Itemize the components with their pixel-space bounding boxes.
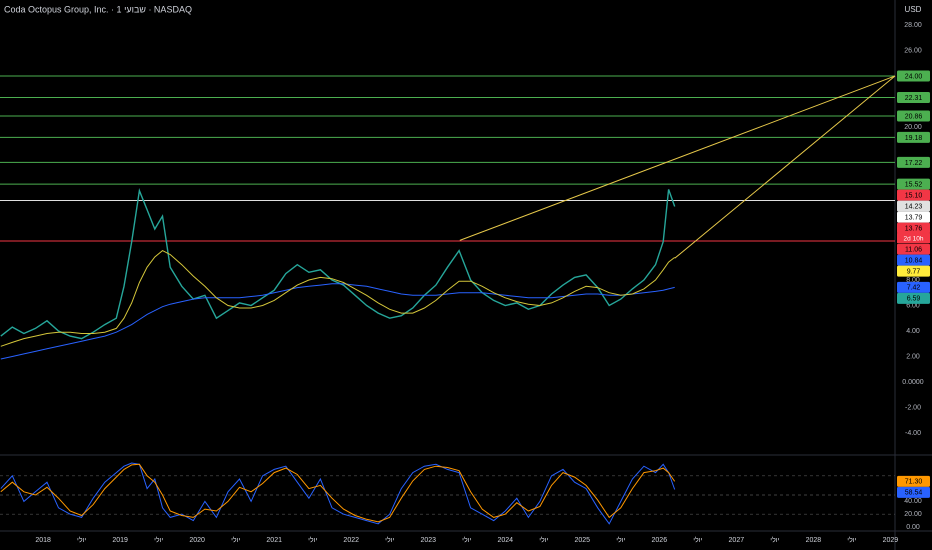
price-badge [897,189,930,201]
x-tick-label: יולי [385,536,394,544]
x-tick-label: יולי [693,536,702,544]
x-tick-label: 2028 [806,537,822,544]
price-badge-label: 10.84 [905,257,923,264]
series-line [0,250,676,347]
x-tick-label: 2021 [266,537,282,544]
price-badge-label: 13.79 [905,214,923,221]
y-tick-label: 4.00 [906,328,920,335]
trendline [674,75,896,259]
x-tick-label: 2023 [420,537,436,544]
price-badge-label: 13.76 [905,225,923,232]
x-tick-label: 2024 [497,537,513,544]
x-tick-label: 2025 [575,537,591,544]
x-tick-label: 2020 [189,537,205,544]
currency-label[interactable]: USD [905,5,922,14]
price-badge-label: 22.31 [905,95,923,102]
x-tick-label: יולי [539,536,548,544]
price-badge-label: 58.54 [905,490,923,497]
x-tick-label: 2029 [883,537,899,544]
x-tick-label: יולי [77,536,86,544]
price-badge-label: 15.10 [905,192,923,199]
price-badge [897,254,930,266]
x-tick-label: יולי [462,536,471,544]
y-tick-label: 6.00 [906,302,920,309]
price-badge [897,110,930,122]
y-tick-label: 2.00 [906,353,920,360]
price-badge [897,292,930,304]
price-badge [897,156,930,168]
x-tick-label: 2026 [652,537,668,544]
y-tick-label: 20.00 [904,124,922,131]
y-tick-label: 28.00 [904,22,922,29]
price-badge-label: 24.00 [905,73,923,80]
y-tick-label: -4.00 [905,430,921,437]
x-tick-label: יולי [231,536,240,544]
y-tick-label: 20.00 [904,511,922,518]
x-tick-label: יולי [847,536,856,544]
price-badge-label: 19.18 [905,135,923,142]
x-tick-label: 2019 [112,537,128,544]
price-badge [897,211,930,223]
price-badge [897,200,930,212]
y-tick-label: 0.0000 [902,379,924,386]
price-badge [897,70,930,82]
countdown-badge [897,233,930,244]
price-badge [897,243,930,255]
series-line [0,462,676,525]
trendline [459,75,896,241]
y-tick-label: 26.00 [904,47,922,54]
series-line [0,463,676,523]
x-tick-label: 2022 [343,537,359,544]
x-tick-label: יולי [154,536,163,544]
price-badge-label: 15.52 [905,181,923,188]
price-badge [897,92,930,104]
x-tick-label: יולי [616,536,625,544]
x-tick-label: יולי [308,536,317,544]
price-badge [897,178,930,190]
series-line [0,283,675,360]
y-tick-label: -2.00 [905,404,921,411]
y-tick-label: 40.00 [904,498,922,505]
price-badge [897,131,930,143]
price-badge [897,222,930,234]
price-badge-label: 9.77 [907,268,921,275]
x-tick-label: 2018 [35,537,51,544]
price-badge-label: 17.22 [905,160,923,167]
price-badge [897,486,930,498]
y-tick-label: 8.00 [906,277,920,284]
series-line [0,188,676,340]
price-badge [897,281,930,293]
price-badge-label: 20.86 [905,113,923,120]
countdown-label: 2d 10h [904,235,924,242]
price-badge [897,265,930,277]
y-tick-label: 0.00 [906,524,920,531]
price-badge-label: 11.06 [905,246,922,253]
chart-title: Coda Octopus Group, Inc. · 1 שבועי · NAS… [4,4,192,14]
x-tick-label: יולי [770,536,779,544]
price-badge-label: 7.42 [907,285,921,292]
price-badge-label: 14.23 [905,203,923,210]
price-badge-label: 71.30 [905,479,923,486]
x-tick-label: 2027 [729,537,745,544]
price-badge-label: 6.59 [907,296,921,303]
price-badge [897,475,930,487]
